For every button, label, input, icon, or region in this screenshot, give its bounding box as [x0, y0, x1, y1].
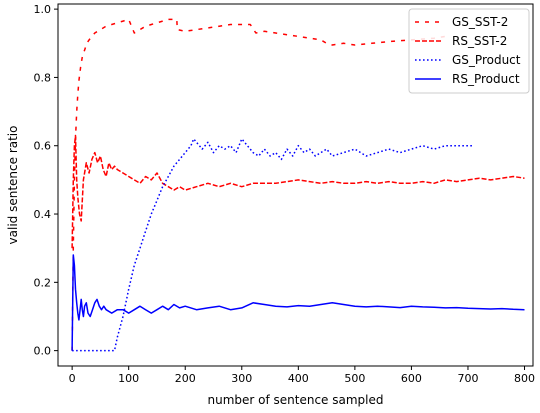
- x-tick-label: 200: [175, 372, 196, 385]
- x-tick-label: 600: [401, 372, 422, 385]
- series-line-rs-sst-2: [71, 134, 525, 249]
- y-tick-label: 1.0: [34, 3, 52, 16]
- legend: GS_SST-2 RS_SST-2 GS_Product RS_Product: [408, 8, 530, 94]
- y-tick-label: 0.6: [34, 140, 52, 153]
- x-tick-label: 100: [118, 372, 139, 385]
- plot-frame: [57, 3, 534, 367]
- x-tick-label: 400: [288, 372, 309, 385]
- series-line-gs-sst-2: [71, 18, 446, 351]
- x-tick-label: 300: [231, 372, 252, 385]
- legend-label-rs-sst-2: RS_SST-2: [452, 34, 507, 48]
- y-axis-label: valid sentence ratio: [6, 126, 20, 245]
- x-tick-label: 800: [514, 372, 535, 385]
- y-tick-label: 0.2: [34, 276, 52, 289]
- y-tick-label: 0.4: [34, 208, 52, 221]
- series-layer: [71, 18, 525, 352]
- x-tick-label: 500: [344, 372, 365, 385]
- series-line-gs-product: [72, 138, 474, 352]
- legend-label-gs-product: GS_Product: [452, 53, 521, 67]
- y-tick-label: 0.8: [34, 71, 52, 84]
- y-axis: 0.0 0.2 0.4 0.6 0.8 1.0: [34, 3, 58, 358]
- legend-box: [408, 8, 530, 94]
- legend-label-rs-product: RS_Product: [452, 72, 520, 86]
- x-tick-label: 700: [457, 372, 478, 385]
- x-axis: 0 100 200 300 400 500 600 700 800: [69, 366, 535, 385]
- x-axis-label: number of sentence sampled: [207, 393, 383, 407]
- series-line-rs-product: [71, 254, 525, 351]
- x-tick-label: 0: [69, 372, 76, 385]
- legend-label-gs-sst-2: GS_SST-2: [452, 15, 508, 29]
- y-tick-label: 0.0: [34, 345, 52, 358]
